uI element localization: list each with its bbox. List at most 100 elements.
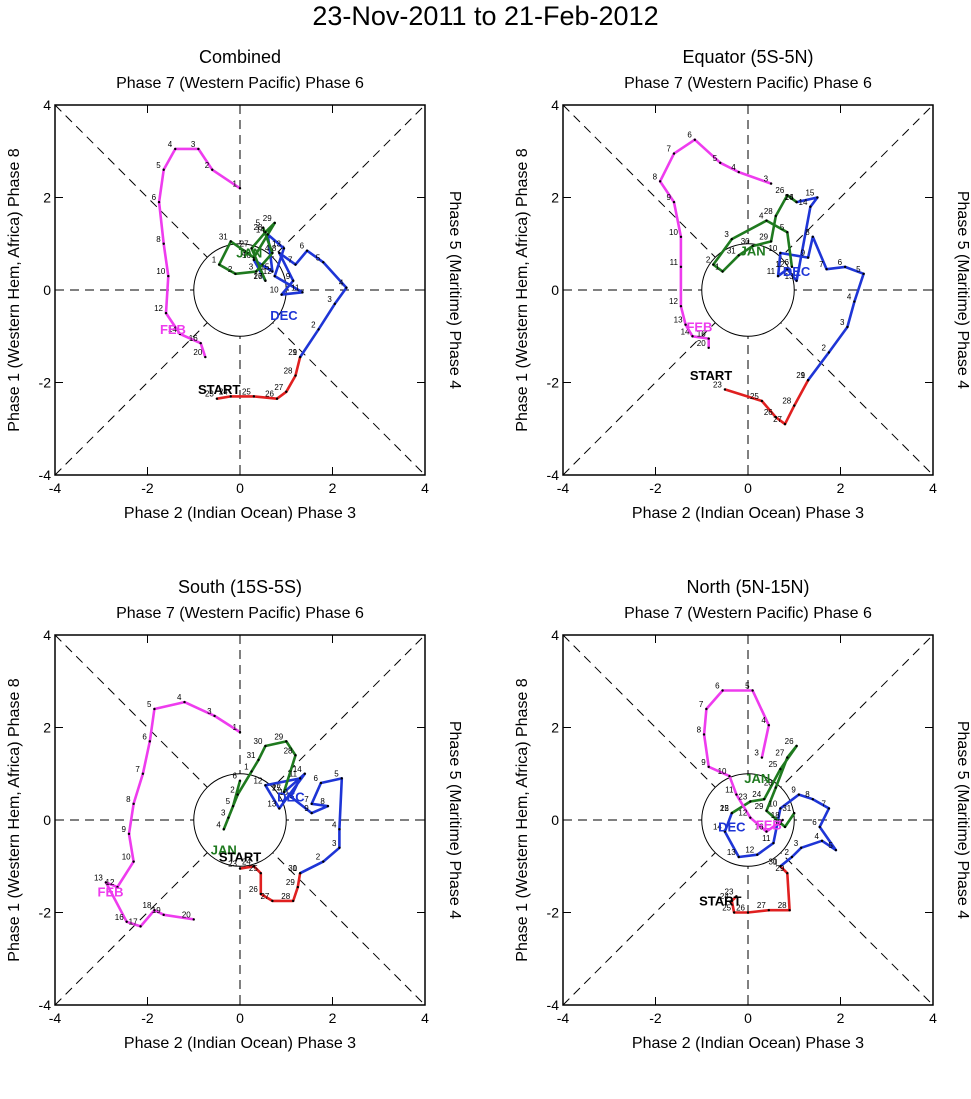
y-tick-label: 2 [551, 720, 559, 736]
day-label: 10 [768, 244, 777, 253]
day-point [767, 723, 771, 727]
day-point [132, 860, 135, 863]
day-label: 8 [653, 172, 658, 181]
day-point [679, 304, 683, 308]
day-label: 15 [272, 783, 281, 792]
day-point [846, 325, 849, 329]
right-phase-label: Phase 5 (Maritime) Phase 4 [954, 721, 971, 919]
day-label: 10 [156, 267, 165, 276]
day-label: 5 [856, 265, 861, 274]
day-point [834, 848, 838, 852]
day-point [215, 397, 219, 400]
y-tick-label: -4 [39, 467, 52, 483]
day-label: 29 [796, 371, 805, 380]
day-label: 12 [775, 260, 784, 269]
day-label: 13 [727, 848, 736, 857]
day-label: 5 [256, 219, 261, 228]
day-label: 2 [228, 265, 233, 274]
day-label: 6 [142, 732, 147, 741]
day-label: 17 [129, 917, 138, 926]
day-label: 30 [288, 864, 297, 873]
day-label: 1 [801, 371, 806, 380]
day-label: 3 [221, 809, 226, 818]
series-line-jan [712, 193, 798, 273]
day-point [285, 390, 288, 393]
day-point [273, 274, 276, 278]
x-tick-label: 4 [929, 1010, 937, 1026]
day-point [751, 689, 754, 692]
day-point [148, 740, 152, 743]
day-label: 25 [722, 904, 731, 913]
day-point [769, 240, 773, 243]
day-label: 10 [270, 286, 279, 295]
day-point [765, 219, 768, 222]
day-point [786, 230, 789, 234]
day-point [162, 168, 165, 171]
day-label: 14 [168, 325, 177, 334]
day-label: 27 [757, 901, 766, 910]
day-point [282, 247, 286, 250]
top-phase-label: Phase 7 (Western Pacific) Phase 6 [624, 75, 872, 92]
y-tick-label: 2 [43, 720, 51, 736]
day-label: 14 [799, 198, 808, 207]
y-tick-label: 2 [43, 190, 51, 206]
y-tick-label: -2 [39, 905, 52, 921]
day-point [167, 274, 170, 278]
day-label: 23 [205, 390, 214, 399]
day-point [319, 781, 323, 785]
x-tick-label: -2 [649, 1010, 662, 1026]
month-label-jan: JAN [236, 246, 262, 261]
day-point [779, 807, 782, 810]
day-point [786, 871, 789, 875]
day-point [264, 230, 267, 234]
day-label: 30 [242, 249, 251, 258]
day-label: 12 [745, 846, 754, 855]
day-point [340, 777, 343, 780]
day-point [749, 800, 752, 803]
day-label: 16 [785, 193, 794, 202]
day-point [679, 265, 683, 269]
day-label: 4 [332, 820, 337, 829]
day-label: 3 [794, 839, 799, 848]
day-label: 15 [805, 189, 814, 198]
left-phase-label: Phase 1 (Western Hem, Africa) Phase 8 [514, 678, 531, 961]
day-point [338, 828, 341, 831]
top-phase-label: Phase 7 (Western Pacific) Phase 6 [624, 605, 872, 622]
day-label: 8 [126, 795, 131, 804]
day-label: 29 [775, 864, 784, 873]
day-point [843, 265, 847, 269]
day-point [338, 846, 341, 849]
day-label: 29 [274, 732, 283, 741]
day-label: 1 [212, 256, 217, 265]
y-tick-label: -2 [39, 375, 52, 391]
month-label-feb: FEB [756, 817, 782, 832]
day-label: 1 [773, 857, 778, 866]
day-point [809, 205, 812, 208]
day-point [213, 714, 216, 718]
y-tick-label: 0 [43, 282, 51, 298]
day-point [164, 311, 168, 315]
day-point [693, 138, 697, 141]
day-point [303, 772, 306, 775]
day-label: 28 [284, 367, 293, 376]
day-point [264, 279, 267, 282]
day-label: 9 [304, 804, 309, 813]
day-point [273, 221, 276, 225]
day-label: 6 [838, 258, 843, 267]
day-point [271, 899, 274, 903]
day-point [772, 841, 775, 845]
day-label: 6 [715, 682, 720, 691]
month-label-dec: DEC [270, 308, 298, 323]
day-label: 26 [775, 186, 784, 195]
day-label: 5 [226, 797, 231, 806]
right-phase-label: Phase 5 (Maritime) Phase 4 [954, 191, 971, 389]
day-point [658, 180, 662, 183]
day-point [774, 786, 777, 789]
x-tick-label: -2 [141, 480, 154, 496]
day-label: 24 [720, 892, 729, 901]
day-point [721, 689, 724, 692]
day-label: 11 [762, 834, 771, 843]
day-label: 20 [193, 348, 202, 357]
right-phase-label: Phase 5 (Maritime) Phase 4 [446, 191, 463, 389]
day-point [760, 399, 764, 403]
